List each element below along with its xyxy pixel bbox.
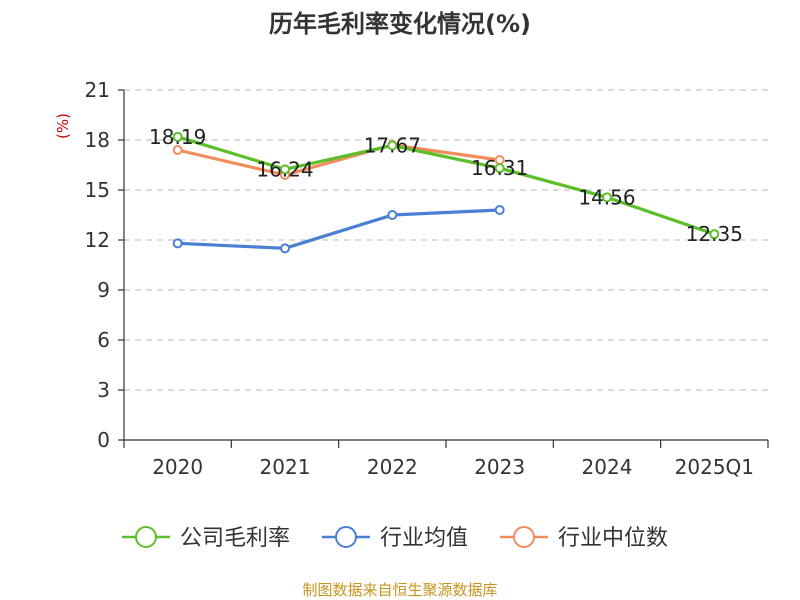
gridlines xyxy=(124,89,768,391)
y-tick-label: 0 xyxy=(97,428,110,452)
y-tick-label: 21 xyxy=(85,78,110,102)
series-group: 18.19 16.24 17.67 16.31 14.56 12.35 xyxy=(149,125,743,254)
data-point xyxy=(280,164,290,175)
data-point xyxy=(709,229,720,240)
series-line xyxy=(177,208,500,250)
y-tick-label: 12 xyxy=(85,228,110,252)
legend-label: 公司毛利率 xyxy=(180,526,290,551)
data-point xyxy=(172,131,183,142)
legend-item-1[interactable]: 公司毛利率 xyxy=(122,526,290,551)
data-label: 12.35 xyxy=(686,222,743,246)
x-tick-label: 2021 xyxy=(260,455,311,479)
series-2 xyxy=(172,205,505,254)
y-tick-label: 3 xyxy=(97,378,110,402)
legend-label: 行业中位数 xyxy=(558,526,668,551)
data-point xyxy=(387,210,398,220)
x-tick-label: 2022 xyxy=(367,455,418,479)
series-1 xyxy=(172,131,720,240)
data-label: 16.31 xyxy=(471,156,528,180)
series-line xyxy=(177,143,500,177)
legend[interactable]: 公司毛利率 行业均值 行业中位数 xyxy=(122,526,668,551)
data-label: 18.19 xyxy=(149,125,206,149)
chart-title: 历年毛利率变化情况(%) xyxy=(269,10,531,38)
data-point xyxy=(494,163,505,174)
data-point xyxy=(387,140,398,151)
data-point xyxy=(172,145,183,155)
y-axis-unit-label: (%) xyxy=(54,113,72,139)
series-line xyxy=(177,135,715,236)
y-tick-label: 18 xyxy=(85,128,110,152)
legend-marker xyxy=(135,526,157,548)
y-tick-label: 9 xyxy=(97,278,110,302)
legend-item-2[interactable]: 行业均值 xyxy=(322,526,468,551)
source-note: 制图数据来自恒生聚源数据库 xyxy=(302,581,497,599)
data-point xyxy=(494,205,505,215)
data-label: 14.56 xyxy=(578,185,635,209)
x-tick-label: 2025Q1 xyxy=(675,455,754,479)
x-tick-label: 2024 xyxy=(582,455,633,479)
y-tick-label: 15 xyxy=(85,178,110,202)
x-tick-label: 2020 xyxy=(152,455,203,479)
axes: 0 3 6 9 12 15 18 21 2020 2021 2022 2023 2024 2025Q1 xyxy=(85,78,769,479)
data-point xyxy=(602,192,612,203)
data-label: 16.24 xyxy=(256,157,313,181)
legend-marker xyxy=(335,526,357,548)
data-point xyxy=(280,243,290,254)
data-point xyxy=(172,238,183,249)
legend-marker xyxy=(513,526,535,548)
data-label: 17.67 xyxy=(364,134,421,158)
legend-item-3[interactable]: 行业中位数 xyxy=(500,526,668,551)
y-tick-label: 6 xyxy=(97,328,110,352)
legend-label: 行业均值 xyxy=(380,526,468,551)
x-tick-label: 2023 xyxy=(474,455,525,479)
